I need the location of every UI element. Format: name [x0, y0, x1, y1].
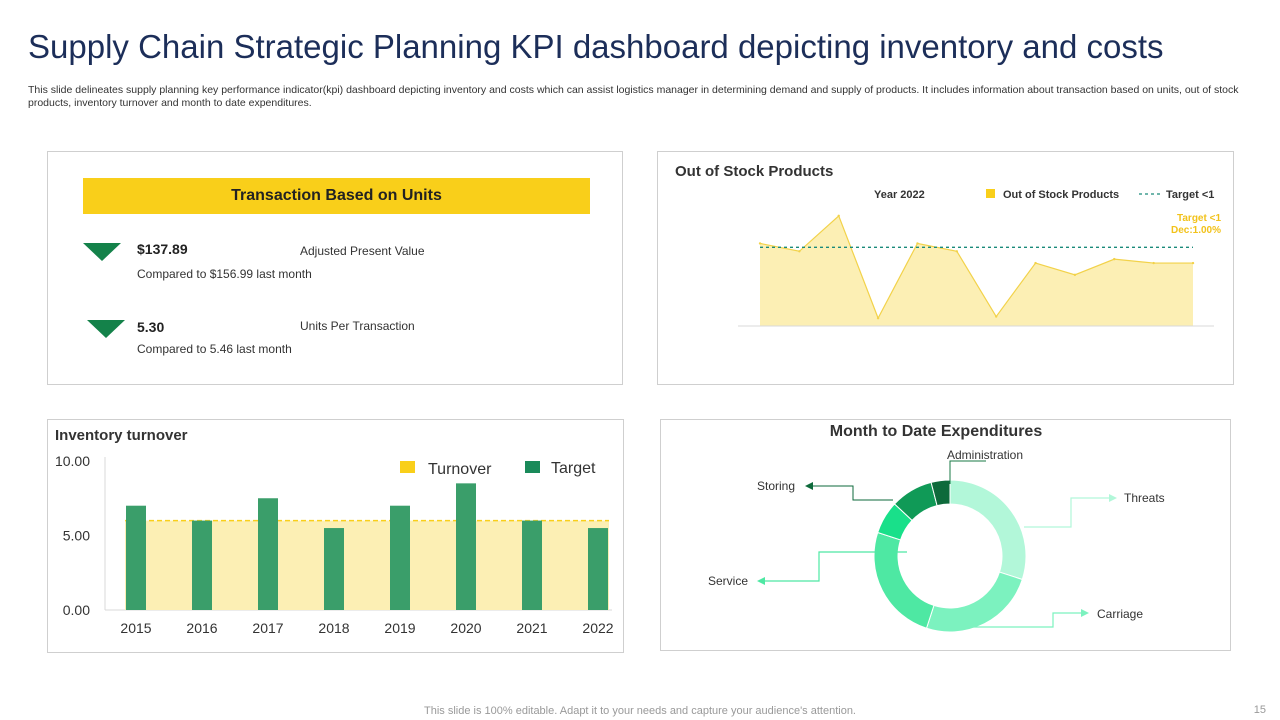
target-bar — [192, 520, 212, 610]
target-bar — [522, 520, 542, 610]
donut-slice — [949, 479, 1027, 581]
donut-slice — [925, 571, 1023, 633]
kpi-label: Adjusted Present Value — [300, 244, 425, 258]
leader-storing — [809, 485, 893, 501]
leader-carriage — [961, 612, 1085, 628]
down-arrow-icon — [87, 320, 125, 338]
x-tick-label: 2020 — [450, 620, 481, 636]
label-storing: Storing — [757, 479, 795, 493]
kpi-compare: Compared to $156.99 last month — [137, 267, 312, 281]
kpi-value: 5.30 — [137, 319, 165, 335]
x-tick-label: 2021 — [516, 620, 547, 636]
transactions-panel: Transaction Based on Units $137.89 Adjus… — [47, 151, 623, 385]
target-bar — [456, 483, 476, 610]
inventory-turnover-title: Inventory turnover — [55, 427, 188, 444]
legend-target: Target <1 — [1166, 189, 1214, 201]
leader-arrow — [757, 577, 765, 585]
target-annotation: Target <1 — [1177, 213, 1221, 224]
label-carriage: Carriage — [1097, 607, 1143, 621]
out-of-stock-chart: Year 2022 Out of Stock Products Target <… — [738, 189, 1221, 327]
out-of-stock-title: Out of Stock Products — [675, 163, 834, 180]
out-of-stock-panel: Out of Stock Products Year 2022 Out of S… — [657, 151, 1234, 385]
expenditures-title: Month to Date Expenditures — [830, 423, 1043, 440]
y-tick-label: 5.00 — [63, 528, 90, 544]
leader-threats — [1024, 497, 1113, 528]
kpi-label: Units Per Transaction — [300, 319, 415, 333]
stock-point — [1113, 257, 1116, 261]
target-annotation: Dec:1.00% — [1171, 225, 1221, 236]
label-administration: Administration — [947, 448, 1023, 462]
stock-point — [876, 316, 880, 320]
y-tick-label: 10.00 — [55, 453, 90, 469]
leader-service — [761, 551, 907, 582]
stock-point — [1152, 261, 1155, 265]
legend-target: Target — [551, 460, 596, 477]
stock-area — [760, 215, 1193, 326]
kpi-value: $137.89 — [137, 241, 188, 257]
legend-year: Year 2022 — [874, 189, 925, 201]
target-bar — [324, 528, 344, 610]
leader-arrow — [805, 482, 813, 490]
target-bar — [588, 528, 608, 610]
label-service: Service — [708, 574, 748, 588]
stock-point — [916, 242, 919, 245]
stock-point — [1034, 261, 1037, 265]
donut-slice — [930, 479, 951, 507]
transactions-header: Transaction Based on Units — [83, 178, 590, 214]
kpi-compare: Compared to 5.46 last month — [137, 342, 292, 356]
stock-point — [994, 315, 998, 318]
x-tick-label: 2017 — [252, 620, 283, 636]
x-tick-label: 2022 — [582, 620, 613, 636]
x-tick-label: 2015 — [120, 620, 151, 636]
stock-point — [955, 250, 959, 253]
legend-swatch-target — [525, 461, 540, 473]
legend-turnover: Turnover — [428, 461, 492, 478]
target-bar — [390, 505, 410, 610]
x-tick-label: 2016 — [186, 620, 217, 636]
stock-point — [1191, 261, 1195, 265]
target-bar — [258, 498, 278, 610]
y-tick-label: 0.00 — [63, 602, 90, 618]
stock-point — [1073, 273, 1077, 277]
stock-line — [759, 214, 1193, 320]
footer-note: This slide is 100% editable. Adapt it to… — [424, 705, 856, 717]
stock-point — [837, 214, 840, 218]
leader-arrow — [1109, 494, 1117, 502]
expenditures-panel: Month to Date Expenditures Administratio… — [660, 419, 1231, 651]
target-bar — [126, 505, 146, 610]
donut-slice — [873, 531, 935, 629]
slide-subtitle: This slide delineates supply planning ke… — [28, 84, 1239, 109]
stock-point — [798, 250, 801, 253]
leader-administration — [949, 460, 986, 484]
legend-swatch-stock — [986, 189, 995, 198]
inventory-turnover-chart: Turnover Target 0.00 5.00 10.00 2015 2016 201… — [55, 453, 614, 636]
label-threats: Threats — [1124, 491, 1165, 505]
legend-stock: Out of Stock Products — [1003, 189, 1119, 201]
inventory-turnover-panel: Inventory turnover Turnover Target 0.00 5… — [47, 419, 624, 653]
legend-swatch-turnover — [400, 461, 415, 473]
page-number: 15 — [1253, 704, 1266, 716]
x-tick-label: 2019 — [384, 620, 415, 636]
x-tick-label: 2018 — [318, 620, 349, 636]
leader-arrow — [1081, 609, 1089, 617]
slide-title: Supply Chain Strategic Planning KPI dash… — [28, 28, 1164, 65]
expenditures-chart: Month to Date Expenditures Administratio… — [708, 423, 1165, 633]
stock-point — [758, 242, 762, 245]
down-arrow-icon — [83, 243, 121, 261]
